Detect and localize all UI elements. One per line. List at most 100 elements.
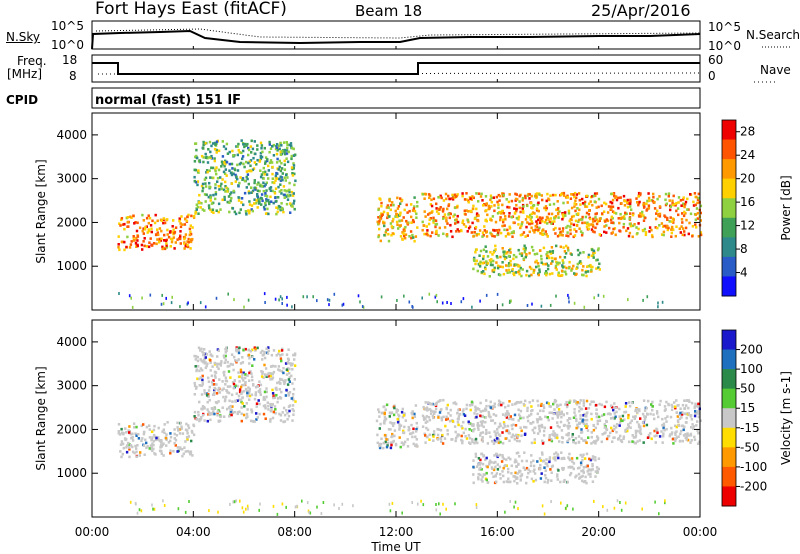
scatter-cell: [286, 361, 290, 364]
scatter-cell: [582, 480, 586, 484]
scatter-cell: [199, 358, 202, 361]
scatter-cell: [196, 183, 199, 187]
scatter-cell: [382, 441, 385, 445]
scatter-cell: [566, 504, 569, 508]
scatter-cell: [150, 227, 153, 231]
scatter-cell: [226, 385, 230, 388]
scatter-cell: [256, 158, 259, 162]
scatter-cell: [210, 202, 214, 205]
scatter-cell: [639, 193, 642, 197]
scatter-cell: [397, 227, 400, 230]
scatter-cell: [395, 213, 398, 216]
scatter-cell: [687, 406, 690, 410]
scatter-cell: [538, 429, 541, 433]
scatter-cell: [423, 232, 426, 236]
scatter-cell: [408, 432, 412, 436]
scatter-cell: [291, 404, 295, 407]
scatter-cell: [134, 444, 137, 448]
scatter-cell: [242, 162, 245, 166]
scatter-cell: [524, 235, 527, 238]
scatter-cell: [193, 384, 197, 388]
scatter-cell: [383, 233, 386, 237]
scatter-cell: [481, 199, 484, 202]
scatter-cell: [208, 385, 211, 389]
scatter-cell: [198, 201, 201, 204]
scatter-cell: [482, 270, 485, 273]
scatter-cell: [534, 224, 537, 228]
scatter-cell: [649, 432, 652, 435]
scatter-cell: [529, 218, 532, 221]
scatter-cell: [671, 405, 674, 408]
scatter-cell: [647, 433, 651, 437]
scatter-cell: [469, 408, 472, 412]
scatter-cell: [546, 234, 549, 238]
scatter-cell: [429, 412, 433, 415]
scatter-cell: [497, 441, 500, 445]
scatter-cell: [292, 393, 295, 396]
scatter-cell: [571, 435, 574, 439]
scatter-cell: [414, 235, 418, 238]
scatter-cell: [217, 149, 221, 153]
scatter-cell: [695, 207, 699, 210]
scatter-cell: [617, 217, 620, 220]
scatter-cell: [277, 352, 280, 356]
scatter-cell: [222, 161, 226, 164]
scatter-cell: [377, 408, 380, 411]
scatter-cell: [523, 244, 526, 248]
scatter-cell: [398, 414, 401, 418]
scatter-cell: [263, 173, 266, 176]
scatter-cell: [683, 230, 686, 233]
scatter-cell: [531, 211, 535, 214]
scatter-cell: [259, 151, 263, 155]
scatter-cell: [162, 499, 164, 503]
scatter-cell: [184, 217, 187, 221]
scatter-cell: [283, 413, 287, 417]
scatter-cell: [203, 389, 206, 392]
scatter-cell: [518, 415, 522, 418]
scatter-cell: [644, 216, 647, 220]
scatter-cell: [485, 478, 488, 482]
scatter-cell: [267, 169, 270, 172]
scatter-cell: [137, 437, 141, 440]
scatter-cell: [289, 202, 292, 205]
scatter-cell: [510, 299, 512, 303]
scatter-cell: [280, 349, 284, 352]
scatter-cell: [651, 235, 654, 239]
scatter-cell: [514, 458, 517, 462]
scatter-cell: [186, 437, 189, 441]
scatter-cell: [176, 446, 180, 449]
scatter-cell: [378, 444, 381, 448]
scatter-cell: [117, 432, 120, 435]
scatter-cell: [567, 212, 571, 215]
scatter-cell: [261, 372, 264, 375]
scatter-cell: [518, 252, 522, 256]
scatter-cell: [291, 305, 293, 309]
scatter-cell: [449, 230, 453, 233]
scatter-cell: [507, 470, 510, 474]
scatter-cell: [280, 192, 283, 195]
scatter-cell: [205, 364, 208, 368]
scatter-cell: [567, 432, 570, 435]
scatter-cell: [567, 466, 570, 469]
scatter-cell: [150, 448, 154, 451]
scatter-cell: [410, 221, 413, 224]
scatter-cell: [589, 403, 592, 406]
scatter-cell: [665, 420, 668, 423]
scatter-cell: [589, 458, 593, 462]
scatter-cell: [493, 405, 496, 409]
scatter-cell: [468, 441, 471, 444]
scatter-cell: [393, 422, 396, 425]
scatter-cell: [507, 268, 511, 272]
scatter-cell: [237, 199, 241, 202]
scatter-cell: [596, 471, 600, 474]
scatter-cell: [254, 391, 258, 394]
scatter-cell: [475, 506, 478, 509]
scatter-cell: [391, 432, 394, 436]
scatter-cell: [141, 248, 144, 251]
scatter-cell: [628, 217, 631, 220]
scatter-cell: [169, 435, 173, 439]
scatter-cell: [352, 504, 354, 508]
scatter-cell: [462, 408, 465, 411]
scatter-cell: [223, 356, 226, 359]
scatter-cell: [285, 373, 289, 376]
